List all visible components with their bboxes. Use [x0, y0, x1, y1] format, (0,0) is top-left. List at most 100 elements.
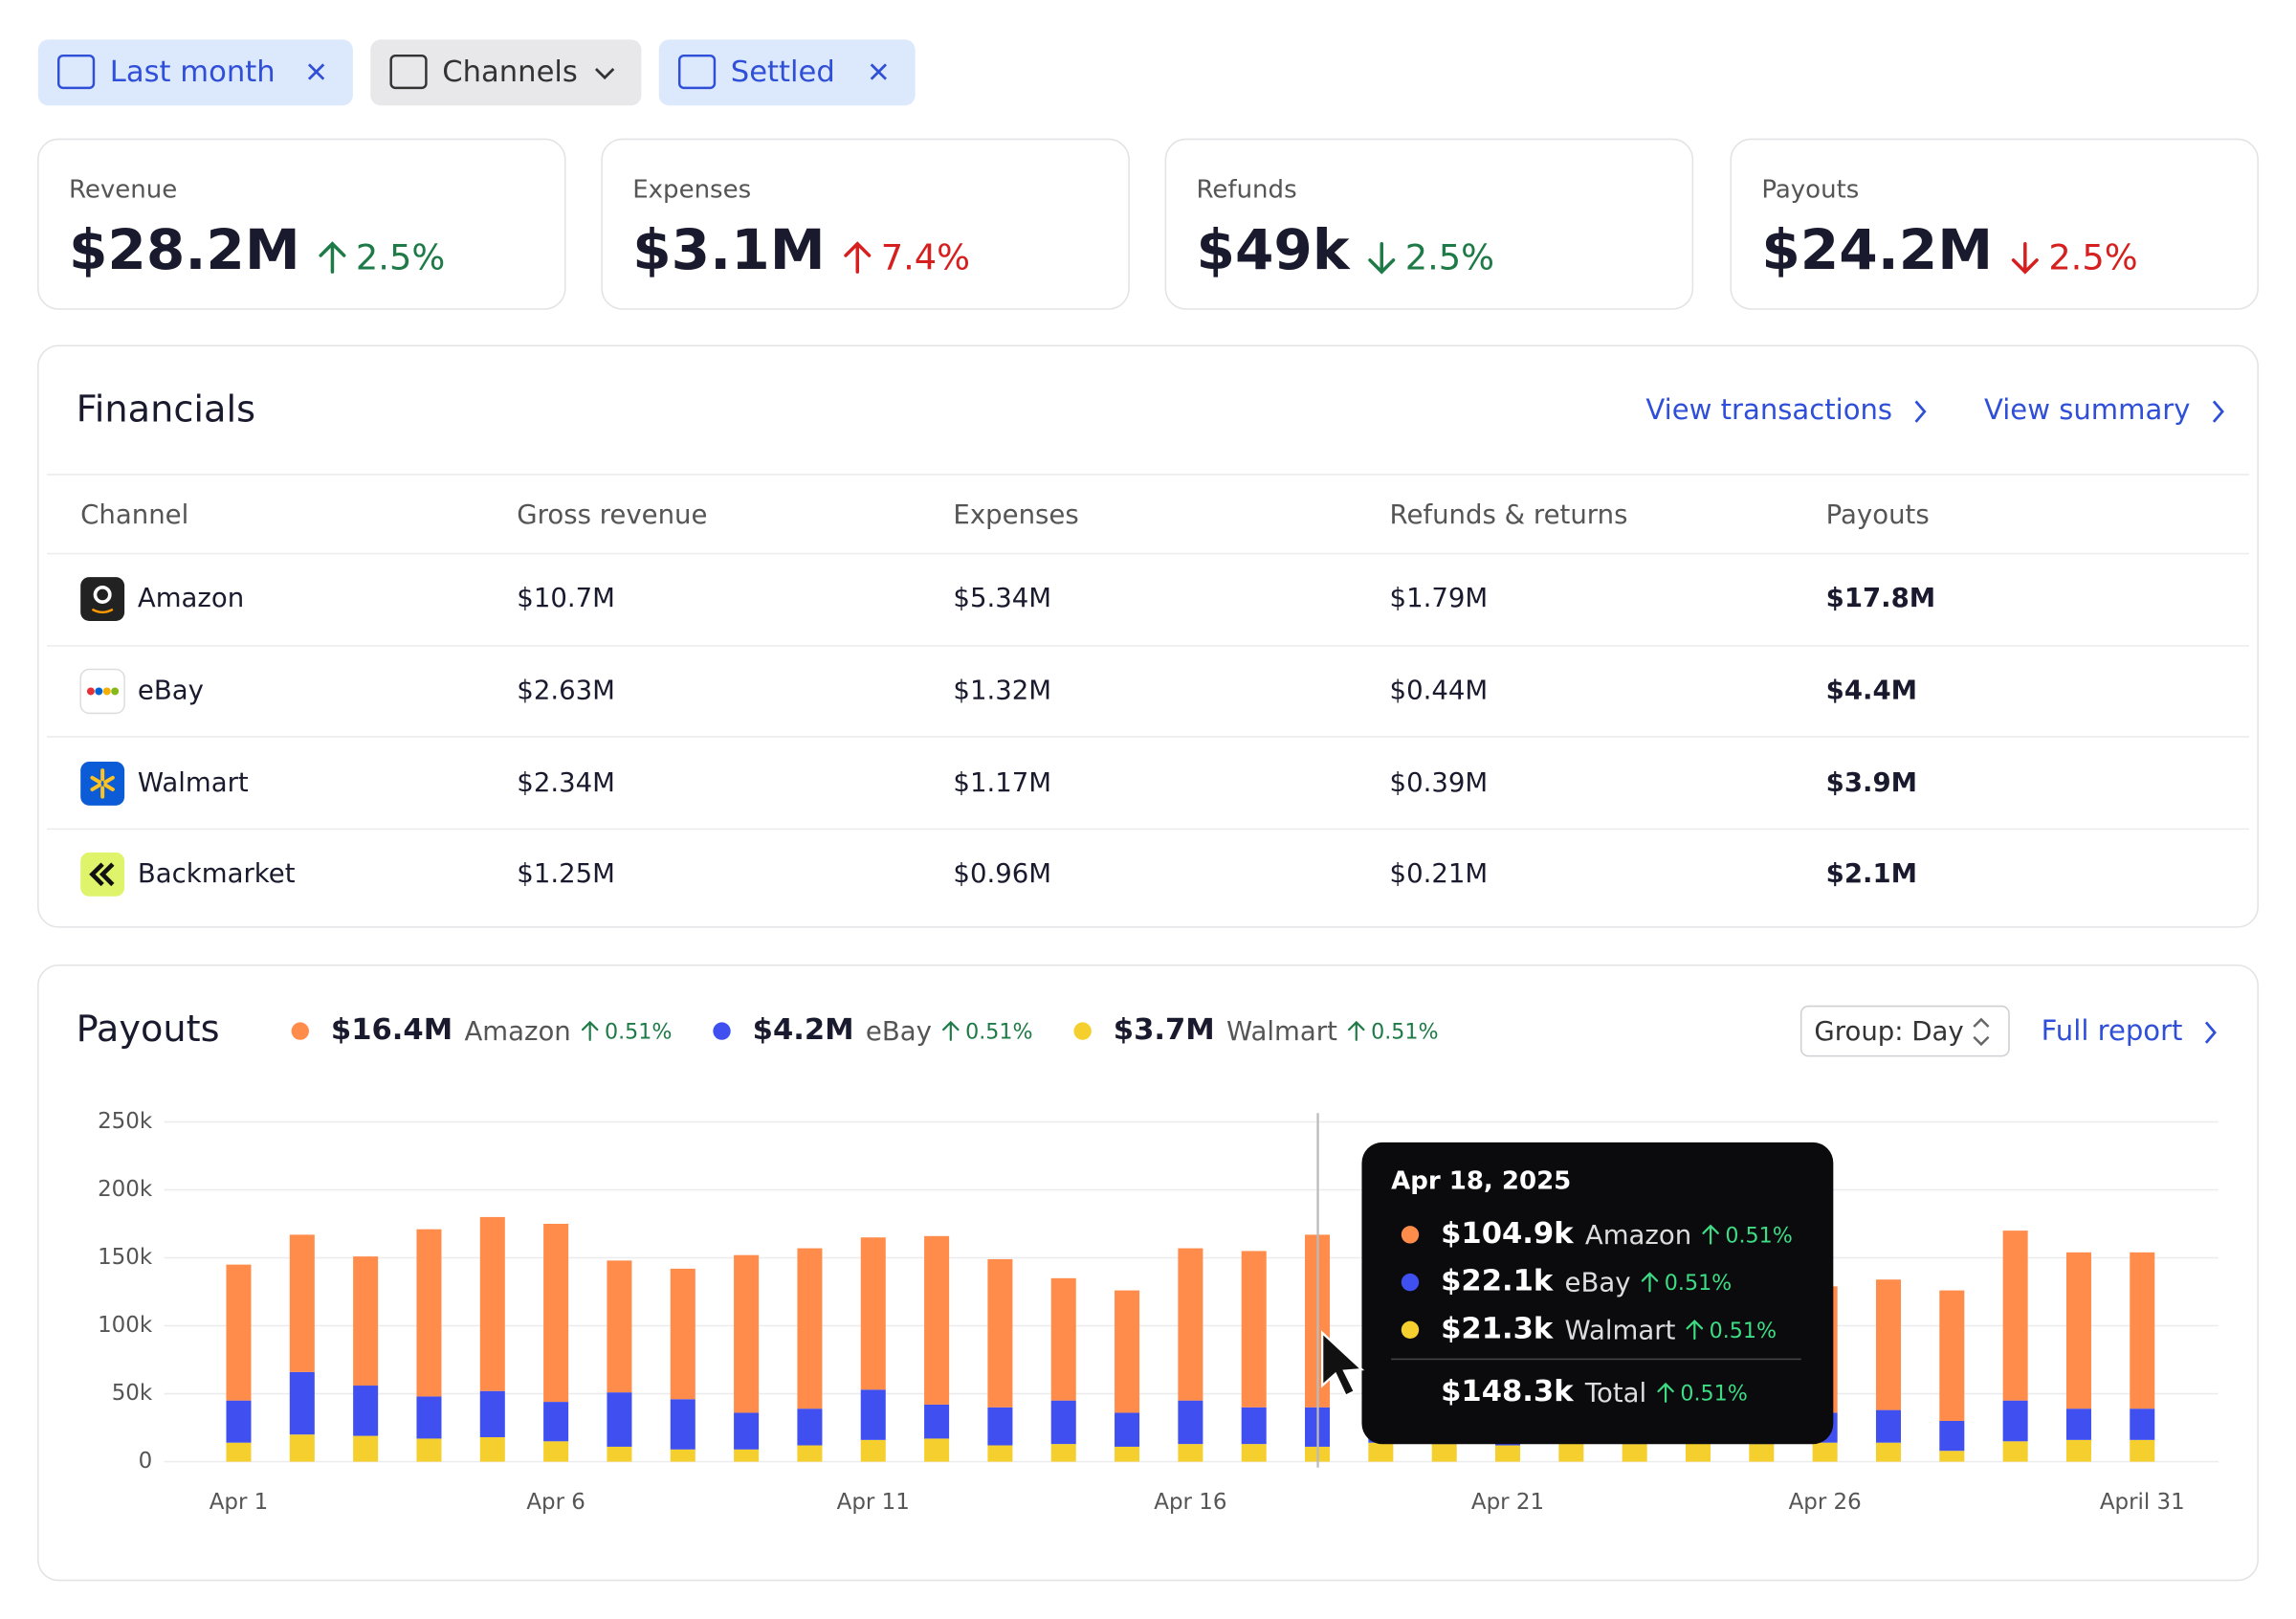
filter-icon [389, 54, 428, 90]
legend-name: eBay [866, 1016, 932, 1047]
walmart-logo [80, 761, 125, 806]
bar-segment [1178, 1444, 1203, 1462]
bar-segment [416, 1438, 442, 1462]
bar-segment [924, 1438, 950, 1462]
walmart-spark [90, 768, 115, 799]
y-tick-label: 50k [112, 1381, 153, 1406]
table-cell: $1.79M [1390, 583, 1489, 613]
bar-segment [1368, 1442, 1394, 1462]
y-tick-label: 250k [98, 1109, 153, 1134]
bar-segment [1622, 1444, 1647, 1462]
filter-label: Settled [731, 55, 835, 89]
legend-dot [291, 1022, 309, 1040]
tooltip-dot [1401, 1226, 1420, 1244]
link[interactable]: View summary [1984, 393, 2190, 426]
bar-segment [1431, 1444, 1457, 1462]
tooltip-change: 0.51% [1680, 1382, 1747, 1407]
bar-segment [2002, 1231, 2028, 1401]
table-cell: $4.4M [1826, 675, 1917, 705]
kpi-change: 2.5% [1405, 236, 1494, 277]
tooltip-name: eBay [1565, 1268, 1631, 1298]
bar-segment [479, 1390, 505, 1438]
bar-segment [226, 1264, 252, 1401]
table-cell: Amazon [138, 583, 244, 613]
kpi-change: 2.5% [2048, 236, 2137, 277]
legend-name: Amazon [464, 1016, 570, 1047]
kpi-value: $3.1M [632, 217, 825, 282]
tooltip-date: Apr 18, 2025 [1391, 1167, 1571, 1196]
filter-dropdown[interactable] [594, 67, 615, 80]
bar-segment [987, 1407, 1013, 1446]
legend-total: $4.2M [753, 1013, 854, 1047]
bar-segment [1241, 1407, 1267, 1445]
trend-arrow [319, 241, 346, 274]
filter-remove[interactable] [870, 63, 887, 80]
kpi-value: $24.2M [1761, 217, 1993, 282]
x-tick-label: Apr 26 [1789, 1490, 1862, 1515]
bar-segment [797, 1408, 823, 1446]
tooltip-dot [1401, 1273, 1420, 1292]
legend-change: 0.51% [965, 1020, 1032, 1045]
table-cell: $0.39M [1390, 767, 1489, 798]
group-select[interactable] [1799, 1005, 2010, 1057]
kpi-label: Expenses [632, 176, 751, 205]
bar-segment [670, 1449, 695, 1462]
bar-segment [1115, 1290, 1140, 1413]
filter-remove[interactable] [307, 63, 325, 80]
trend-arrow [1641, 1272, 1659, 1293]
filter-chip[interactable] [658, 39, 916, 106]
filter-label: Last month [110, 55, 276, 89]
bar-segment [987, 1445, 1013, 1462]
link[interactable]: Full report [2042, 1014, 2183, 1047]
bar-segment [1685, 1442, 1711, 1462]
bar-segment [1241, 1444, 1267, 1462]
bar-segment [860, 1389, 886, 1440]
table-cell: $3.9M [1826, 767, 1917, 798]
bar-segment [797, 1248, 823, 1409]
legend-name: Walmart [1226, 1016, 1337, 1047]
table-cell: Backmarket [138, 858, 296, 889]
bar-segment [734, 1254, 760, 1413]
bar-segment [2130, 1252, 2155, 1409]
bar-segment [479, 1437, 505, 1462]
trend-arrow [581, 1020, 599, 1041]
column-header: Channel [80, 499, 188, 530]
bar-segment [1939, 1451, 1965, 1462]
bar-segment [1178, 1400, 1203, 1445]
tooltip-change: 0.51% [1725, 1223, 1792, 1248]
table-cell: $0.21M [1390, 858, 1489, 889]
link[interactable]: View transactions [1645, 393, 1892, 426]
bar-segment [416, 1229, 442, 1397]
bar-segment [1178, 1248, 1203, 1401]
table-cell: $17.8M [1826, 583, 1936, 613]
bar-segment [353, 1386, 379, 1436]
trend-arrow [1657, 1382, 1674, 1403]
bar-segment [2065, 1408, 2091, 1440]
filter-chip[interactable] [37, 39, 353, 106]
table-cell: $5.34M [953, 583, 1051, 613]
tooltip-value: $21.3k [1441, 1312, 1554, 1345]
bar-segment [1875, 1409, 1901, 1443]
bar-segment [289, 1234, 315, 1372]
column-header: Expenses [953, 499, 1078, 530]
amazon-logo-mark [93, 585, 112, 604]
trend-arrow [1348, 1020, 1365, 1041]
bar-segment [860, 1439, 886, 1462]
bar-segment [543, 1441, 569, 1462]
bar-segment [1558, 1442, 1584, 1462]
legend-change: 0.51% [605, 1020, 672, 1045]
column-header: Payouts [1826, 499, 1930, 530]
table-cell: $1.17M [953, 767, 1051, 798]
tooltip-name: Walmart [1565, 1315, 1676, 1345]
column-header: Refunds & returns [1390, 499, 1628, 530]
bar-segment [607, 1392, 632, 1447]
legend-change: 0.51% [1371, 1020, 1438, 1045]
filter-icon [677, 54, 717, 90]
bar-segment [670, 1268, 695, 1400]
table-cell: Walmart [138, 767, 249, 798]
tooltip-change: 0.51% [1665, 1271, 1732, 1296]
bar-segment [607, 1260, 632, 1393]
trend-arrow [942, 1020, 960, 1041]
filter-chip[interactable] [370, 39, 642, 106]
y-tick-label: 200k [98, 1177, 153, 1202]
